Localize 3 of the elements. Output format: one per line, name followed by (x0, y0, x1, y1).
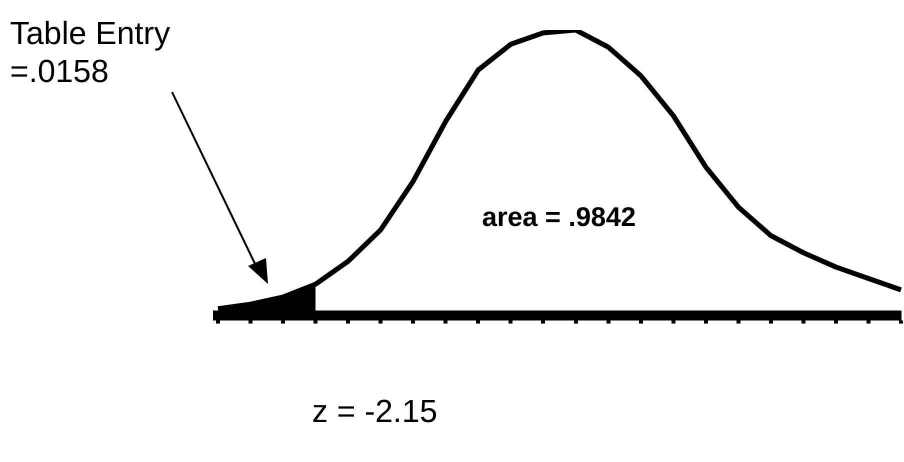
text: z = -2.15 (312, 392, 438, 430)
text: Table Entry =.0158 (10, 14, 172, 90)
annotation: area = .9842 (482, 201, 637, 234)
